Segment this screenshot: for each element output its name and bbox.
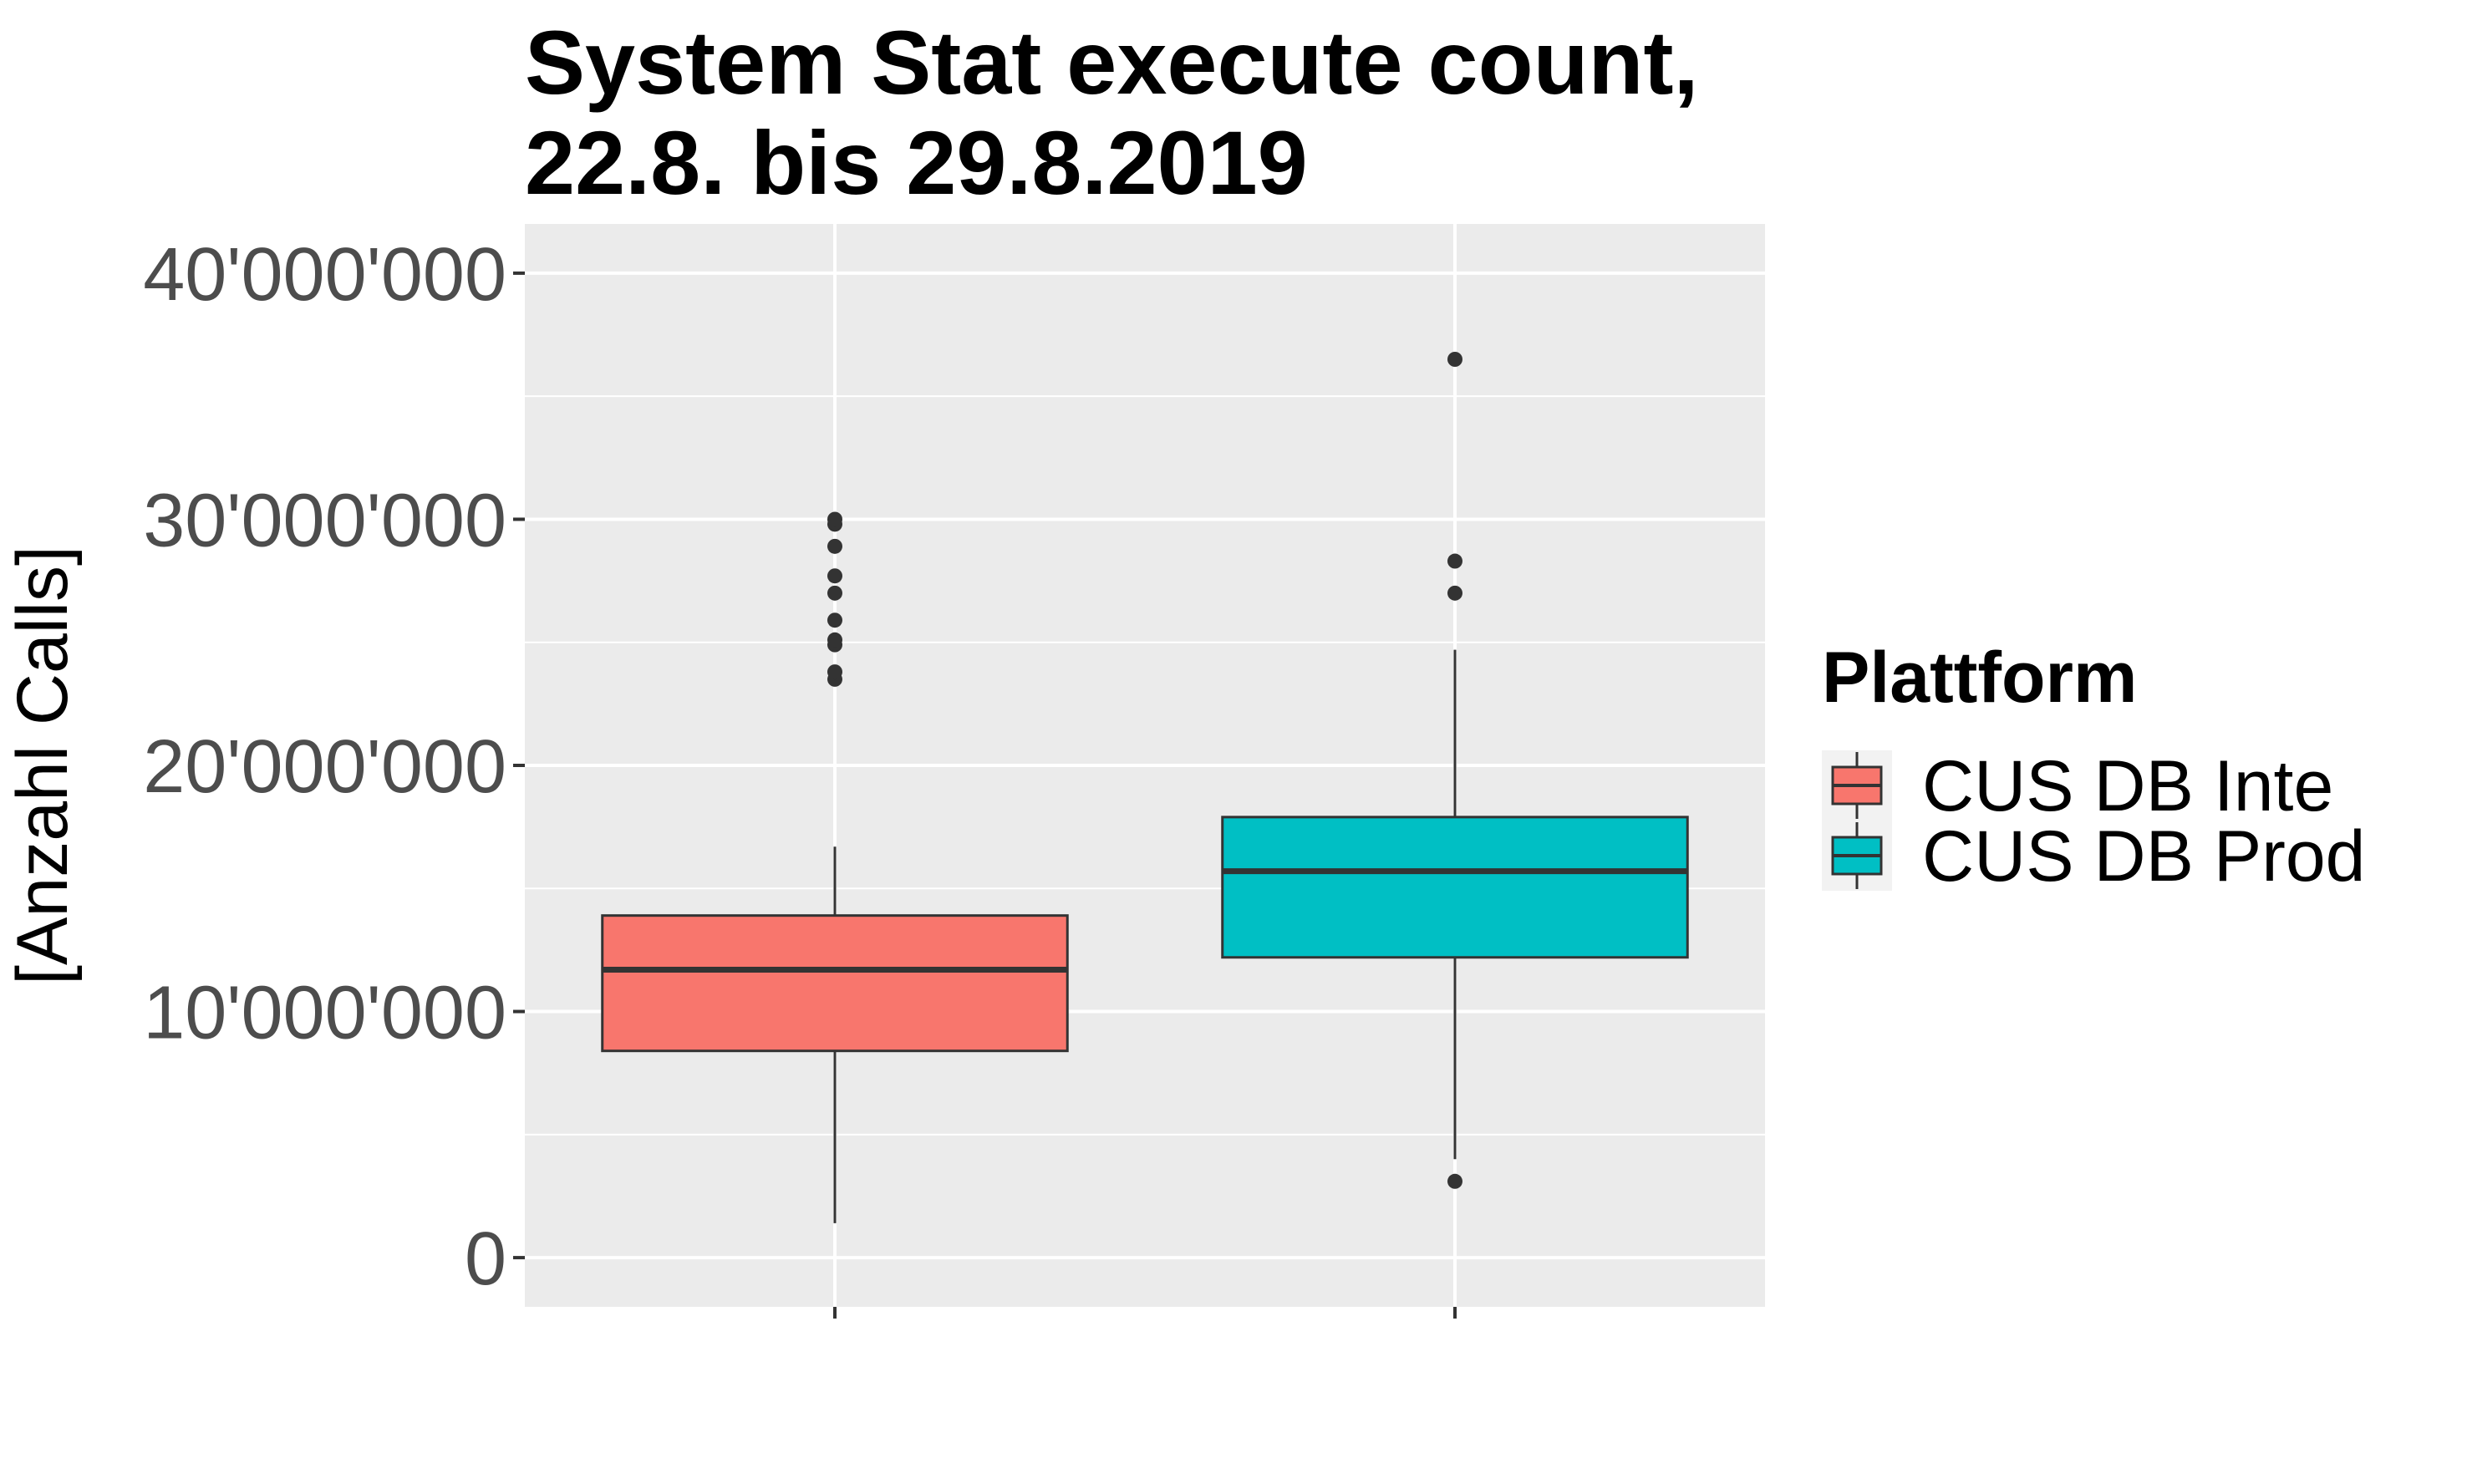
box-1: [601, 511, 1069, 1223]
outlier-point: [827, 632, 842, 648]
chart-title-line-1: System Stat execute count,: [525, 12, 1698, 113]
legend-label: CUS DB Inte: [1922, 746, 2333, 826]
y-tick-label: 30'000'000: [143, 479, 506, 562]
outlier-point: [1447, 553, 1462, 569]
legend-key-2: [1822, 821, 1892, 891]
outlier-point: [827, 612, 842, 628]
chart-title: System Stat execute count, 22.8. bis 29.…: [525, 12, 1698, 213]
outlier-point: [827, 585, 842, 601]
y-tick-label: 10'000'000: [143, 972, 506, 1055]
outlier-point: [1447, 585, 1462, 601]
boxes: [601, 352, 1689, 1223]
chart-title-line-2: 22.8. bis 29.8.2019: [525, 112, 1308, 213]
box-body: [1221, 816, 1689, 959]
axes: 0 10'000'000 20'000'000 30'000'000 40'000'00…: [143, 233, 1457, 1319]
legend-key-1: [1822, 750, 1892, 821]
box-body: [601, 914, 1069, 1053]
outlier-point: [1447, 352, 1462, 367]
y-tick-label: 20'000'000: [143, 725, 506, 809]
legend-title: Plattform: [1822, 638, 2137, 718]
legend-label: CUS DB Prod: [1922, 816, 2366, 897]
box-2: [1221, 352, 1689, 1189]
outlier-point: [827, 568, 842, 584]
y-tick-label: 40'000'000: [143, 233, 506, 317]
outlier-point: [1447, 1173, 1462, 1189]
outlier-point: [827, 664, 842, 680]
y-tick-label: 0: [465, 1217, 506, 1301]
outlier-point: [827, 538, 842, 554]
outlier-point: [827, 511, 842, 527]
y-axis-label: [Anzahl Calls]: [3, 546, 83, 985]
